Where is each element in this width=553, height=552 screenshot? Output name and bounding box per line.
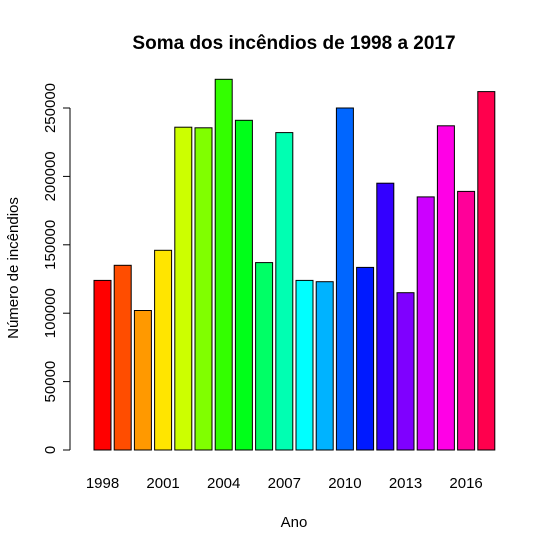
bar-1998	[93, 279, 112, 451]
y-tick-label: 150000	[42, 220, 59, 270]
bar-1999	[113, 264, 132, 451]
x-tick-label: 2013	[389, 475, 422, 492]
x-tick-label: 2016	[449, 475, 482, 492]
y-tick-label: 0	[42, 446, 59, 454]
bar-2012	[376, 182, 395, 451]
bar-2013	[396, 292, 415, 451]
chart-title: Soma dos incêndios de 1998 a 2017	[132, 33, 455, 54]
bar-2015	[436, 125, 455, 451]
bar-2003	[194, 127, 213, 451]
x-tick-label: 1998	[86, 475, 119, 492]
bar-2008	[295, 279, 314, 451]
bar-2005	[234, 119, 253, 451]
bar-2011	[356, 266, 375, 451]
bar-2017	[477, 91, 496, 451]
x-tick-label: 2001	[146, 475, 179, 492]
bar-2004	[214, 78, 233, 451]
bar-2007	[275, 132, 294, 451]
y-tick-label: 200000	[42, 151, 59, 201]
bar-2000	[133, 310, 152, 451]
x-axis-title: Ano	[281, 514, 308, 531]
bar-2006	[255, 262, 274, 451]
bar-2010	[335, 107, 354, 451]
bars	[93, 78, 496, 451]
x-axis: 1998 2001 2004 2007 2010 2013 2016	[86, 475, 483, 492]
y-tick-label: 50000	[42, 361, 59, 403]
bar-2014	[416, 196, 435, 451]
y-tick-label: 100000	[42, 288, 59, 338]
bar-2016	[457, 190, 476, 451]
bar-2001	[154, 249, 173, 451]
y-tick-label: 250000	[42, 83, 59, 133]
y-axis: 0 50000 100000 150000 200000 250000	[42, 83, 71, 454]
x-tick-label: 2010	[328, 475, 361, 492]
bar-2002	[174, 126, 193, 451]
y-axis-title: Número de incêndios	[5, 197, 22, 339]
bar-2009	[315, 281, 334, 451]
x-tick-label: 2007	[268, 475, 301, 492]
x-tick-label: 2004	[207, 475, 240, 492]
